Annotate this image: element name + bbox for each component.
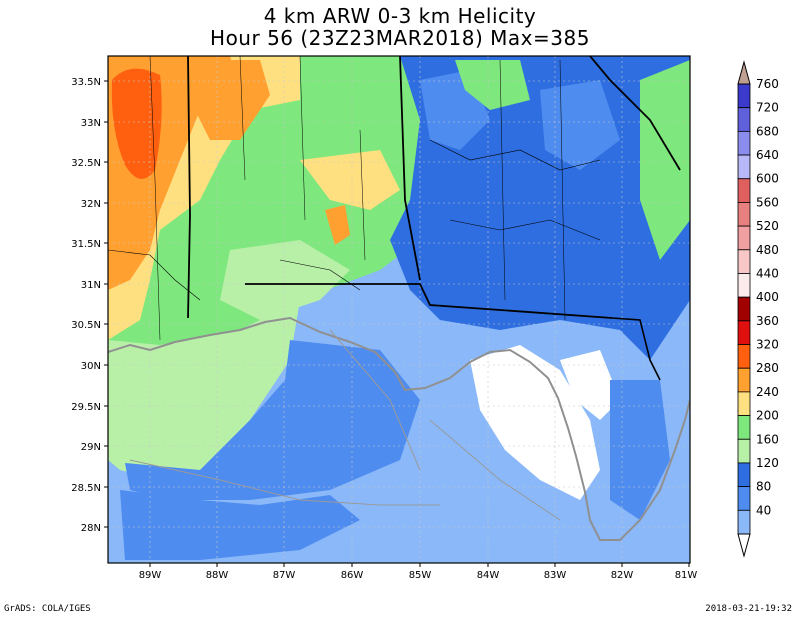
colorbar-label: 640 <box>756 148 779 162</box>
lat-label: 30N <box>81 361 101 372</box>
colorbar-swatches <box>737 83 751 535</box>
field-yellow-central <box>300 150 400 210</box>
colorbar-legend: 760 720 680 640 600 560 520 480 440 400 360 320 280 2… <box>737 60 779 558</box>
colorbar-label: 160 <box>756 432 779 446</box>
colorbar-label: 560 <box>756 195 779 209</box>
lat-label: 29N <box>81 442 101 453</box>
colorbar-swatch <box>737 509 751 535</box>
colorbar-top-arrow <box>737 60 751 85</box>
lat-label: 31N <box>81 280 101 291</box>
colorbar-swatch <box>737 225 751 251</box>
state-border-al-fl <box>245 283 613 319</box>
field-white-florida <box>470 345 600 500</box>
colorbar-swatch <box>737 107 751 132</box>
latitude-axis: 33.5N 33N 32.5N 32N 31.5N 31N 30.5N 30N … <box>71 77 108 534</box>
county-lines-vertical <box>149 56 566 341</box>
state-border-ms-al <box>187 56 191 319</box>
lon-label: 87W <box>273 570 296 581</box>
map-boundaries <box>108 56 690 541</box>
lon-label: 84W <box>477 570 500 581</box>
colorbar-label: 40 <box>756 503 771 517</box>
county-lines <box>108 139 601 301</box>
field-orange-spot <box>325 205 350 245</box>
lon-label: 86W <box>341 570 364 581</box>
field-lightgreen-coast <box>220 240 350 320</box>
colorbar-label: 320 <box>756 338 779 352</box>
longitude-axis: 89W 88W 87W 86W 85W 84W 83W 82W 81W <box>139 563 698 581</box>
field-white-east <box>560 350 620 420</box>
field-lightgreen-gulf <box>108 300 300 480</box>
colorbar-swatch <box>737 391 751 416</box>
colorbar-label: 480 <box>756 243 779 257</box>
field-red-core <box>111 68 162 179</box>
colorbar-swatch <box>737 130 751 156</box>
state-border-ga-sc <box>589 56 681 171</box>
colorbar-label: 80 <box>756 480 771 494</box>
colorbar-swatch <box>737 178 751 203</box>
field-orange-north <box>190 60 270 140</box>
colorbar-bottom-arrow <box>737 533 751 558</box>
colorbar-swatch <box>737 154 751 180</box>
colorbar-label: 720 <box>756 101 779 115</box>
colorbar-swatch <box>737 462 751 488</box>
lat-label: 29.5N <box>71 402 101 413</box>
lat-label: 33.5N <box>71 77 101 88</box>
map-title-line1: 4 km ARW 0-3 km Helicity <box>263 4 537 28</box>
map-title-line2: Hour 56 (23Z23MAR2018) Max=385 <box>210 26 590 50</box>
colorbar-swatch <box>737 344 751 369</box>
colorbar-label: 280 <box>756 361 779 375</box>
footer-credit: GrADS: COLA/IGES <box>4 604 91 614</box>
colorbar-labels: 760 720 680 640 600 560 520 480 440 400 360 320 280 2… <box>756 77 779 517</box>
colorbar-swatch <box>737 367 751 393</box>
colorbar-swatch <box>737 249 751 274</box>
lon-label: 85W <box>409 570 432 581</box>
colorbar-label: 600 <box>756 172 779 186</box>
field-blue-gulf <box>125 340 420 500</box>
colorbar-label: 120 <box>756 456 779 470</box>
lat-label: 28N <box>81 523 101 534</box>
colorbar-swatch <box>737 202 751 227</box>
colorbar-label: 440 <box>756 266 779 280</box>
lon-label: 81W <box>675 570 698 581</box>
lat-label: 32.5N <box>71 158 101 169</box>
lon-label: 82W <box>611 570 634 581</box>
colorbar-label: 760 <box>756 77 779 91</box>
colorbar-label: 240 <box>756 385 779 399</box>
field-blue-patch2 <box>540 80 620 170</box>
field-green-atlantic <box>640 60 690 260</box>
coastline <box>108 316 690 541</box>
lat-label: 33N <box>81 118 101 129</box>
colorbar-swatch <box>737 415 751 440</box>
field-green-north <box>455 60 530 110</box>
lon-label: 88W <box>206 570 229 581</box>
colorbar-swatch <box>737 296 751 322</box>
state-border-ga-fl-east <box>611 317 661 381</box>
footer-timestamp: 2018-03-21-19:32 <box>705 604 792 614</box>
colorbar-label: 360 <box>756 314 779 328</box>
field-blue-gulf-south <box>120 490 360 560</box>
lon-label: 89W <box>139 570 162 581</box>
lat-label: 30.5N <box>71 320 101 331</box>
lat-label: 28.5N <box>71 483 101 494</box>
colorbar-swatch <box>737 486 751 511</box>
state-border-al-ga <box>399 56 421 281</box>
lon-label: 83W <box>544 570 567 581</box>
colorbar-swatch <box>737 320 751 345</box>
colorbar-label: 400 <box>756 290 779 304</box>
field-blue-fl-east <box>610 380 670 520</box>
colorbar-label: 520 <box>756 219 779 233</box>
colorbar-label: 680 <box>756 124 779 138</box>
offshore-boundaries <box>129 329 561 521</box>
colorbar-swatch <box>737 83 751 109</box>
colorbar-label: 200 <box>756 409 779 423</box>
colorbar-swatch <box>737 438 751 464</box>
lat-label: 31.5N <box>71 239 101 250</box>
lat-label: 32N <box>81 199 101 210</box>
map-frame <box>107 55 691 564</box>
colorbar-swatch <box>737 273 751 298</box>
